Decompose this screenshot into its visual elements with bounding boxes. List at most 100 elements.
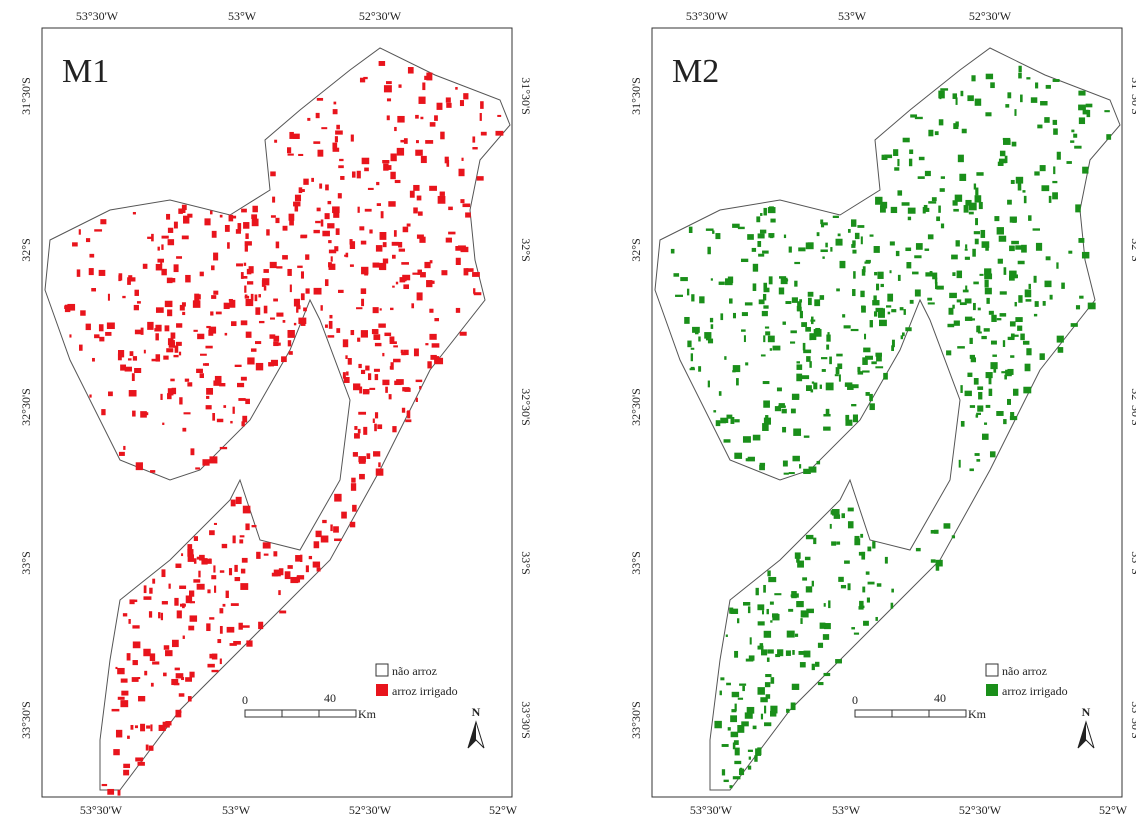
rice-patch [1006, 398, 1012, 405]
rice-patch [171, 639, 179, 648]
rice-patch [858, 551, 866, 556]
rice-patch [862, 357, 868, 365]
rice-patch [123, 445, 126, 450]
rice-patch [770, 677, 775, 684]
rice-patch [389, 336, 395, 342]
rice-patch [175, 563, 182, 568]
rice-patch [1049, 294, 1053, 300]
left-tick-label: 32°S [19, 238, 33, 261]
rice-patch [175, 673, 184, 679]
rice-patch [994, 216, 1000, 222]
rice-patch [1010, 179, 1015, 184]
rice-patch [710, 278, 713, 281]
rice-patch [1023, 386, 1032, 394]
rice-patch [352, 452, 358, 457]
left-tick-label: 32°30'S [629, 388, 643, 426]
rice-patch [725, 278, 733, 286]
rice-patch [237, 223, 242, 231]
rice-patch [128, 390, 137, 397]
rice-patch [727, 727, 731, 731]
rice-patch [769, 234, 774, 239]
rice-patch [757, 240, 762, 247]
rice-patch [975, 187, 979, 196]
rice-patch [234, 564, 238, 572]
rice-patch [891, 309, 897, 313]
rice-patch [424, 261, 431, 269]
rice-patch [358, 363, 362, 369]
rice-patch [187, 544, 193, 550]
rice-patch [707, 246, 711, 255]
rice-patch [273, 551, 278, 557]
rice-patch [193, 558, 197, 564]
rice-patch [782, 321, 786, 325]
rice-patch [876, 583, 882, 587]
rice-patch [794, 280, 798, 287]
rice-patch [791, 297, 798, 303]
rice-patch [821, 369, 826, 372]
rice-patch [272, 196, 276, 203]
rice-patch [132, 641, 141, 649]
rice-patch [847, 228, 851, 233]
rice-patch [752, 725, 757, 730]
map-frame [41, 27, 513, 798]
rice-patch [791, 683, 800, 690]
rice-patch [851, 404, 857, 407]
rice-patch [792, 455, 800, 462]
rice-patch [764, 722, 772, 727]
rice-patch [699, 296, 705, 304]
rice-patch [988, 377, 992, 385]
rice-patch [734, 452, 743, 459]
rice-patch [1004, 374, 1007, 380]
rice-patch [1003, 139, 1011, 145]
rice-patch [687, 340, 692, 348]
rice-patch [759, 462, 766, 467]
rice-patch [353, 383, 361, 391]
rice-patch [480, 101, 484, 109]
rice-patch [857, 371, 864, 375]
rice-patch [854, 232, 860, 240]
rice-patch [324, 324, 328, 328]
rice-patch [907, 207, 916, 214]
rice-patch [345, 355, 348, 360]
rice-patch [413, 184, 420, 191]
rice-patch [1039, 353, 1045, 360]
rice-patch [328, 263, 336, 270]
rice-patch [262, 542, 271, 549]
rice-patch [382, 379, 390, 386]
rice-patch [79, 344, 83, 351]
rice-patch [189, 615, 198, 622]
rice-patch [731, 691, 740, 698]
rice-patch [729, 298, 733, 304]
rice-patch [1009, 270, 1017, 279]
bottom-tick-label: 53°W [832, 803, 861, 817]
rice-patch [823, 426, 831, 431]
rice-patch [992, 354, 997, 357]
rice-patch [730, 608, 739, 614]
rice-patch [434, 115, 438, 121]
rice-patch [371, 329, 379, 335]
rice-patch [296, 305, 301, 310]
rice-patch [1032, 228, 1040, 231]
rice-patch [135, 462, 143, 471]
rice-patch [134, 329, 142, 335]
rice-patch [101, 409, 106, 416]
rice-patch [316, 567, 321, 572]
rice-patch [349, 264, 354, 267]
rice-patch [690, 366, 695, 369]
rice-patch [313, 141, 321, 144]
rice-patch [137, 761, 145, 766]
rice-patch [897, 158, 900, 167]
rice-patch [187, 549, 194, 557]
rice-patch [416, 195, 422, 201]
legend-label: não arroz [392, 664, 437, 678]
rice-patch [263, 269, 269, 273]
rice-patch [698, 336, 701, 342]
rice-patch [246, 640, 253, 647]
rice-patch [239, 539, 244, 544]
rice-patch [714, 720, 722, 729]
rice-patch [861, 551, 866, 560]
rice-patch [321, 127, 328, 130]
right-tick-label: 31°30'S [519, 77, 533, 115]
rice-patch [1017, 260, 1025, 265]
rice-patch [852, 289, 856, 297]
